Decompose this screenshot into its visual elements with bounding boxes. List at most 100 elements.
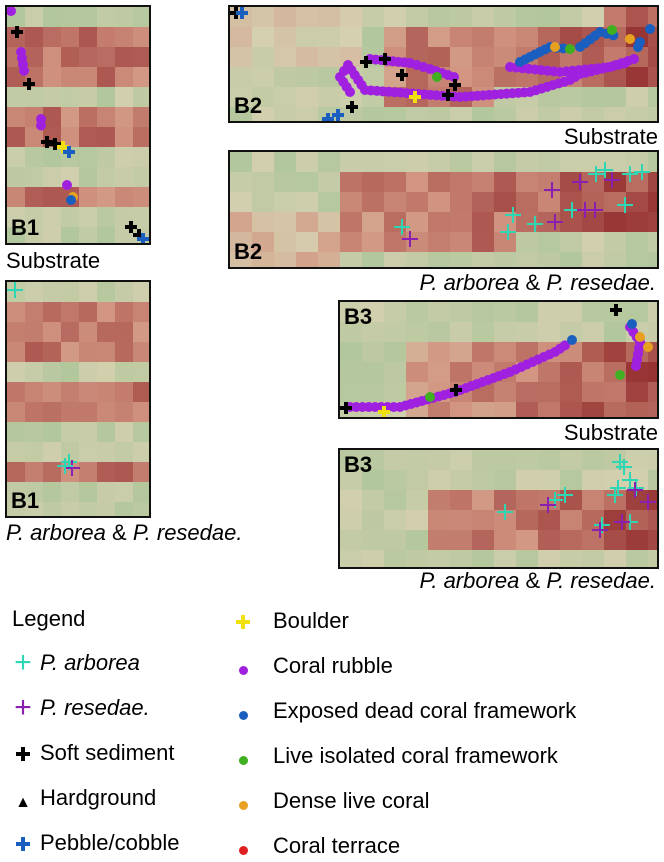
legend-label: P. resedae. [40,695,150,720]
habitat-cell [97,7,115,27]
soft-sediment-marker [11,26,23,38]
habitat-cell [648,450,657,470]
habitat-cell [648,27,657,47]
habitat-cell [230,192,252,212]
habitat-cell [133,147,149,167]
habitat-cell [604,212,626,232]
habitat-cell [25,462,43,482]
habitat-cell [296,212,318,232]
habitat-cell [133,502,149,516]
habitat-cell [648,232,657,252]
habitat-cell [406,362,428,382]
habitat-cell [406,550,428,567]
habitat-cell [450,212,472,232]
habitat-cell [648,172,657,192]
p-resedae-marker [627,482,643,498]
habitat-cell [494,530,516,550]
habitat-cell [25,27,43,47]
habitat-cell [25,382,43,402]
habitat-cell [97,342,115,362]
legend-symbol-dot-icon [232,835,254,857]
habitat-cell [43,322,61,342]
habitat-cell [97,382,115,402]
habitat-cell [115,382,133,402]
habitat-cell [61,87,79,107]
habitat-cell [604,192,626,212]
legend-symbol-dot-icon [232,655,254,677]
habitat-cell [516,302,538,322]
habitat-cell [340,7,362,27]
habitat-cell [362,67,384,87]
habitat-cell [7,107,25,127]
habitat-cell [296,232,318,252]
habitat-cell [428,7,450,27]
habitat-cell [626,107,648,121]
habitat-cell [362,490,384,510]
habitat-cell [79,362,97,382]
boulder-marker [409,91,421,103]
habitat-cell [115,442,133,462]
habitat-cell [25,7,43,27]
p-resedae-marker [604,172,620,188]
habitat-cell [230,47,252,67]
habitat-cell [362,7,384,27]
habitat-cell [274,67,296,87]
habitat-cell [340,252,362,267]
coral-rubble-point [7,7,16,16]
habitat-cell [538,27,560,47]
habitat-cell [79,382,97,402]
habitat-cell [648,47,657,67]
habitat-cell [494,232,516,252]
habitat-cell [516,530,538,550]
habitat-cell [25,442,43,462]
habitat-cell [115,7,133,27]
habitat-cell [43,342,61,362]
habitat-cell [252,67,274,87]
habitat-cell [318,172,340,192]
habitat-cell [252,107,274,121]
habitat-cell [406,342,428,362]
habitat-cell [79,282,97,302]
legend-label: Soft sediment [40,740,175,765]
habitat-cell [538,232,560,252]
habitat-cell [61,107,79,127]
habitat-cell [97,47,115,67]
habitat-cell [626,302,648,322]
habitat-cell [61,482,79,502]
habitat-cell [406,490,428,510]
b3-species-map: B3 [338,448,659,569]
habitat-cell [43,147,61,167]
habitat-cell [61,67,79,87]
panel-label: B1 [11,215,40,240]
habitat-cell [560,27,582,47]
habitat-cell [450,107,472,121]
habitat-cell [560,107,582,121]
habitat-cell [472,232,494,252]
habitat-cell [538,172,560,192]
habitat-cell [43,7,61,27]
habitat-cell [296,192,318,212]
habitat-cell [79,187,97,207]
soft-sediment-marker [449,79,461,91]
habitat-cell [428,322,450,342]
p-arborea-marker [616,459,632,475]
p-resedae-marker [547,214,563,230]
habitat-cell [450,490,472,510]
habitat-cell [7,127,25,147]
habitat-cell [362,382,384,402]
habitat-cell [560,87,582,107]
habitat-cell [43,502,61,516]
habitat-cell [472,490,494,510]
habitat-cell [61,227,79,243]
habitat-cell [79,422,97,442]
habitat-cell [340,212,362,232]
habitat-cell [384,192,406,212]
habitat-cell [494,490,516,510]
habitat-cell [582,212,604,232]
habitat-cell [450,530,472,550]
habitat-cell [97,362,115,382]
habitat-cell [230,212,252,232]
p-resedae-marker [640,494,656,510]
legend-label: P. arborea [40,650,140,675]
habitat-cell [604,402,626,417]
